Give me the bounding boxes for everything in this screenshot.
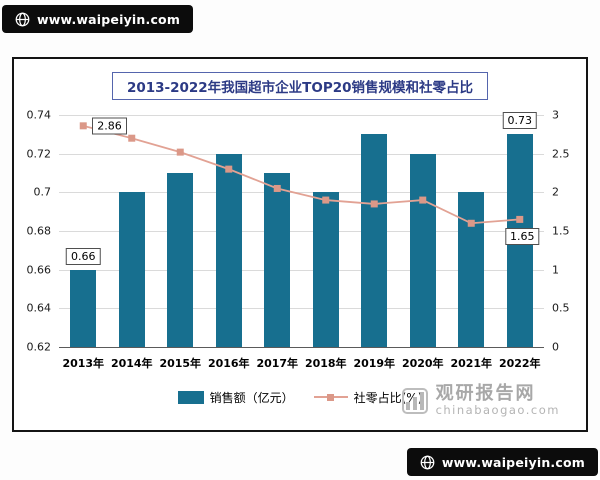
bar (167, 173, 194, 347)
chart-title: 2013-2022年我国超市企业TOP20销售规模和社零占比 (111, 72, 489, 100)
x-axis-tick-label: 2014年 (110, 357, 153, 370)
globe-icon (15, 12, 30, 27)
y-axis-left-tick-label: 0.72 (26, 147, 52, 161)
plot-area: 0.62 0.64 0.66 0.68 0.7 0.72 0.74 0 0.5 1 1.5 2 2.5 3… (27, 109, 570, 371)
line-path (83, 124, 520, 225)
y-axis-left-tick-label: 0.64 (26, 301, 52, 315)
badge-url-top: www.waipeiyin.com (37, 11, 181, 27)
bar (118, 192, 145, 347)
x-axis-line (59, 347, 544, 348)
bar (264, 173, 291, 347)
y-axis-right-tick-label: 0.5 (552, 301, 570, 315)
line-marker (322, 196, 330, 204)
x-axis-tick-label: 2019年 (353, 357, 396, 370)
x-axis-tick-label: 2017年 (256, 357, 299, 370)
bar (312, 192, 339, 347)
line-marker (176, 148, 184, 156)
bar (215, 153, 242, 347)
watermark-badge-top: www.waipeiyin.com (2, 5, 194, 33)
line-marker (225, 165, 233, 173)
data-label: 2.86 (92, 117, 127, 135)
y-axis-right-tick-label: 2.5 (552, 147, 570, 161)
line-marker (467, 219, 475, 227)
gridline (59, 231, 544, 232)
watermark-domain: chinabaogao.com (435, 402, 560, 417)
line-marker (128, 134, 136, 142)
legend-line-label: 社零占比(%) (353, 391, 423, 405)
legend-bar-label: 销售额（亿元） (209, 391, 294, 405)
badge-url-bottom: www.waipeiyin.com (441, 454, 585, 470)
y-axis-left-tick-label: 0.62 (26, 340, 52, 354)
legend-item-line: 社零占比(%) (313, 389, 423, 406)
x-axis-tick-label: 2022年 (498, 357, 541, 370)
bar (70, 269, 97, 347)
bar (409, 153, 436, 347)
legend-item-bar: 销售额（亿元） (177, 389, 294, 406)
y-axis-right-tick-label: 3 (552, 108, 559, 122)
y-axis-right-tick-label: 0 (552, 340, 559, 354)
line-marker (273, 184, 281, 192)
bar-chart-logo-icon (401, 387, 428, 414)
legend-line-swatch-icon (313, 391, 348, 404)
y-axis-left-tick-label: 0.7 (33, 185, 52, 199)
legend: 销售额（亿元） 社零占比(%) (14, 389, 586, 406)
x-axis-tick-label: 2016年 (207, 357, 250, 370)
chart-title-text: 2013-2022年我国超市企业TOP20销售规模和社零占比 (126, 80, 474, 96)
x-axis-tick-label: 2021年 (450, 357, 493, 370)
gridline (59, 153, 544, 155)
chinabaogao-watermark: 观研报告网 chinabaogao.com (401, 383, 560, 417)
y-axis-left-tick-label: 0.66 (26, 263, 52, 277)
y-axis-right-tick-label: 1 (552, 263, 559, 277)
x-axis-tick-label: 2020年 (401, 357, 444, 370)
y-axis-left-tick-label: 0.74 (26, 108, 52, 122)
globe-icon (420, 455, 435, 470)
gridline (59, 269, 544, 271)
y-axis-right-tick-label: 1.5 (552, 224, 570, 238)
data-label: 0.66 (66, 247, 101, 265)
chart-frame: 2013-2022年我国超市企业TOP20销售规模和社零占比 0.62 0.64 0… (12, 57, 588, 432)
y-axis-right-tick-label: 2 (552, 185, 559, 199)
legend-bar-swatch-icon (177, 391, 204, 404)
x-axis-tick-label: 2015年 (159, 357, 202, 370)
watermark-badge-bottom: www.waipeiyin.com (406, 448, 598, 476)
bar (458, 192, 485, 347)
gridline (59, 192, 544, 194)
line-marker (516, 215, 524, 223)
x-axis-tick-label: 2013年 (62, 357, 105, 370)
line-series (79, 122, 524, 227)
x-axis-tick-label: 2018年 (304, 357, 347, 370)
y-axis-left-tick-label: 0.68 (26, 224, 52, 238)
watermark-name: 观研报告网 (435, 383, 536, 405)
gridline (59, 308, 544, 310)
data-label: 1.65 (505, 228, 540, 246)
data-label: 0.73 (502, 112, 537, 130)
gridline (59, 115, 544, 116)
line-marker (79, 122, 87, 130)
line-marker (419, 196, 427, 204)
bar (361, 134, 388, 347)
line-marker (370, 200, 378, 208)
